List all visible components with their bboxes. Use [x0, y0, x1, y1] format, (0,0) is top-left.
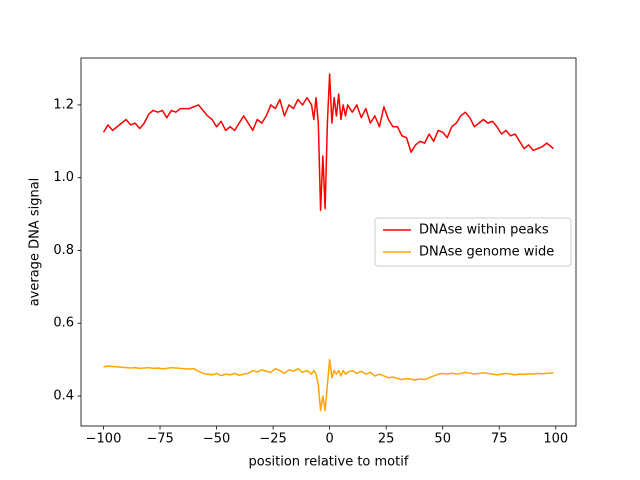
- legend-label: DNAse genome wide: [419, 245, 554, 260]
- x-tick-label: 75: [491, 432, 508, 447]
- x-tick-label: 50: [434, 432, 451, 447]
- x-tick-label: −75: [146, 432, 173, 447]
- x-tick-label: −50: [203, 432, 230, 447]
- data-line: [102, 73, 554, 212]
- x-axis-label: position relative to motif: [249, 455, 409, 470]
- x-tick-label: −100: [86, 432, 122, 447]
- axes-frame: [80, 57, 577, 427]
- y-tick-label: 1.0: [53, 170, 74, 185]
- x-tick-label: 0: [325, 432, 333, 447]
- x-tick-label: 25: [378, 432, 395, 447]
- y-tick-label: 1.2: [53, 97, 74, 112]
- y-tick-label: 0.6: [53, 316, 74, 331]
- data-line: [103, 358, 554, 412]
- y-tick-label: 0.4: [53, 388, 74, 403]
- legend-label: DNAse within peaks: [419, 223, 549, 238]
- y-tick-label: 0.8: [53, 243, 74, 258]
- x-tick-label: 100: [543, 432, 568, 447]
- y-axis-label: average DNA signal: [28, 178, 43, 307]
- x-tick-label: −25: [259, 432, 286, 447]
- legend-box: [374, 217, 572, 267]
- legend: DNAse within peaks DNAse genome wide: [374, 217, 572, 267]
